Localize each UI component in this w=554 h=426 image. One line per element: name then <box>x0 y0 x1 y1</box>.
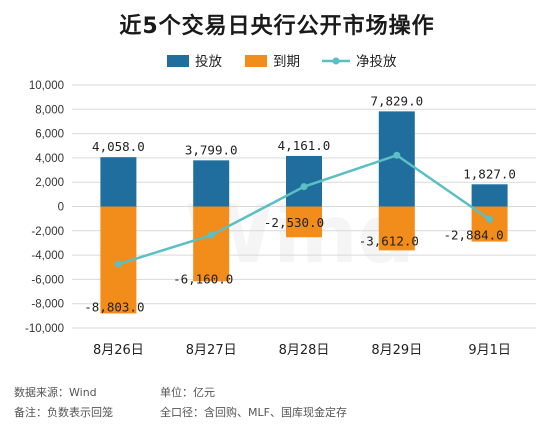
point-net <box>486 215 494 223</box>
bar-invest-label: 4,161.0 <box>278 138 331 153</box>
y-tick-label: -4,000 <box>31 250 64 262</box>
y-tick-label: -10,000 <box>25 323 64 335</box>
bar-expire-label: -2,884.0 <box>443 228 503 243</box>
footer-note: 备注：负数表示回笼 <box>14 406 113 419</box>
bar-invest <box>286 155 322 207</box>
bar-expire-label: -2,530.0 <box>264 215 324 230</box>
x-tick-label: 8月29日 <box>371 343 422 358</box>
point-net <box>393 151 401 159</box>
bar-invest-label: 7,829.0 <box>370 93 423 108</box>
bar-invest <box>100 157 137 207</box>
point-net <box>207 231 215 239</box>
footer-scope: 全口径：含回购、MLF、国库现金定存 <box>160 406 347 419</box>
y-tick-label: 10,000 <box>29 80 64 92</box>
bar-invest-label: 3,799.0 <box>185 142 238 157</box>
bar-invest-label: 1,827.0 <box>463 166 516 181</box>
x-tick-label: 9月1日 <box>468 343 511 358</box>
bar-expire-label: -6,160.0 <box>173 271 233 286</box>
y-tick-label: 0 <box>58 202 64 214</box>
y-tick-label: 6,000 <box>35 129 64 141</box>
point-net <box>300 183 308 191</box>
chart-title: 近5个交易日央行公开市场操作 <box>119 14 435 39</box>
y-tick-label: 2,000 <box>35 177 64 189</box>
legend-expire-label: 到期 <box>273 54 300 70</box>
legend-net-label: 净投放 <box>356 54 397 70</box>
bar-invest-label: 4,058.0 <box>92 139 145 154</box>
y-tick-label: -6,000 <box>31 274 64 286</box>
legend-net-marker <box>332 57 340 65</box>
footer-unit: 单位：亿元 <box>160 386 215 399</box>
y-tick-label: 4,000 <box>35 153 64 165</box>
x-tick-label: 8月27日 <box>186 343 237 358</box>
x-tick-label: 8月26日 <box>93 343 144 358</box>
point-net <box>114 260 122 268</box>
bar-invest <box>471 184 508 207</box>
legend-invest-swatch <box>167 55 189 67</box>
x-tick-label: 8月28日 <box>279 343 330 358</box>
y-tick-label: 8,000 <box>35 104 64 116</box>
legend-invest-label: 投放 <box>195 54 222 70</box>
bar-expire-label: -3,612.0 <box>359 233 419 248</box>
bar-expire <box>286 206 322 238</box>
y-tick-label: -8,000 <box>31 299 64 311</box>
y-tick-label: -2,000 <box>31 226 64 238</box>
bar-expire-label: -8,803.0 <box>84 299 144 314</box>
bar-invest <box>193 160 230 207</box>
footer-source: 数据来源：Wind <box>14 386 97 399</box>
bar-expire <box>193 206 230 282</box>
bar-expire <box>378 206 415 251</box>
legend-expire-swatch <box>245 55 267 67</box>
